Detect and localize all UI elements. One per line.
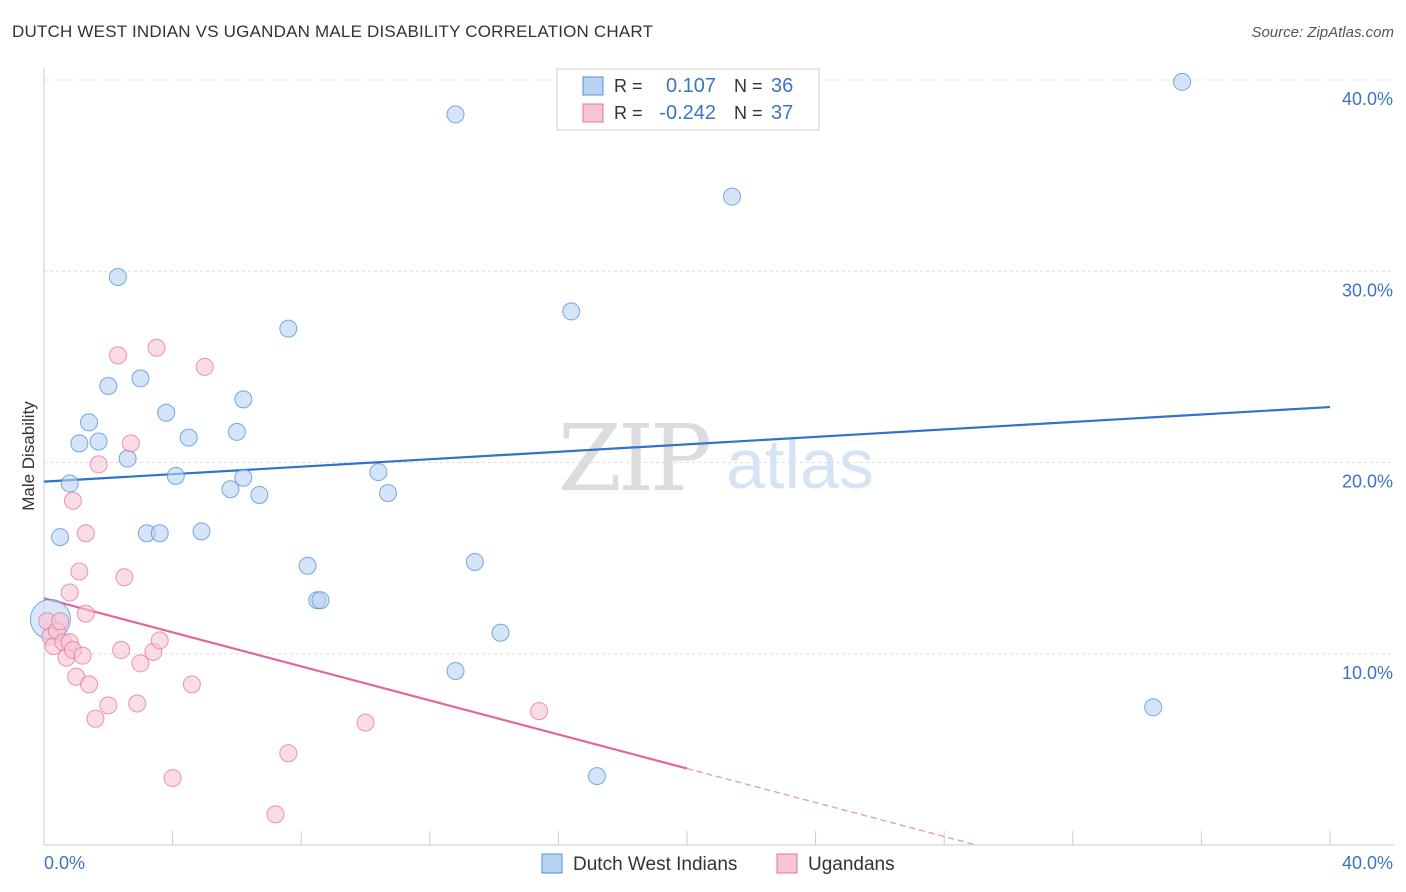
y-tick-label: 20.0% bbox=[1342, 472, 1393, 492]
data-point-ugandans bbox=[60, 583, 79, 602]
y-axis-label: Male Disability bbox=[19, 401, 38, 511]
data-point-dutch bbox=[234, 468, 253, 487]
legend-swatch-ugandans bbox=[582, 103, 604, 123]
data-point-ugandans bbox=[51, 612, 70, 631]
data-point-dutch bbox=[311, 591, 330, 610]
grid-layer bbox=[44, 79, 1394, 655]
chart-title: DUTCH WEST INDIAN VS UGANDAN MALE DISABI… bbox=[12, 22, 654, 41]
data-point-dutch bbox=[221, 480, 240, 499]
data-point-dutch bbox=[192, 522, 211, 541]
data-point-dutch bbox=[51, 528, 70, 547]
legend-n-value-dutch: 36 bbox=[771, 75, 793, 97]
bottom-legend-label-ugandans: Ugandans bbox=[808, 854, 895, 875]
data-point-ugandans bbox=[86, 709, 105, 728]
data-point-dutch bbox=[227, 422, 246, 441]
data-point-ugandans bbox=[147, 338, 166, 357]
data-point-ugandans bbox=[530, 702, 549, 721]
points-layer bbox=[29, 72, 1192, 824]
trend-line-dutch bbox=[43, 405, 1331, 483]
data-point-dutch bbox=[562, 302, 581, 321]
data-point-dutch bbox=[1144, 698, 1163, 717]
data-point-ugandans bbox=[112, 640, 131, 659]
data-point-ugandans bbox=[121, 434, 140, 453]
legend-n-label-dutch: N = bbox=[734, 76, 763, 96]
data-point-ugandans bbox=[266, 805, 285, 824]
data-point-dutch bbox=[150, 524, 169, 543]
data-point-ugandans bbox=[76, 604, 95, 623]
data-point-ugandans bbox=[89, 455, 108, 474]
y-tick-label: 30.0% bbox=[1342, 280, 1393, 300]
data-point-dutch bbox=[379, 484, 398, 503]
legend-r-value-ugandans: -0.242 bbox=[659, 102, 716, 124]
data-point-ugandans bbox=[195, 357, 214, 376]
bottom-legend-label-dutch: Dutch West Indians bbox=[573, 854, 737, 875]
x-tick-label: 0.0% bbox=[44, 853, 85, 873]
data-point-dutch bbox=[70, 434, 89, 453]
y-tick-label: 10.0% bbox=[1342, 663, 1393, 683]
data-point-ugandans bbox=[80, 675, 99, 694]
data-point-dutch bbox=[157, 403, 176, 422]
data-point-dutch bbox=[99, 377, 118, 395]
trend-layer bbox=[43, 405, 1331, 846]
data-point-ugandans bbox=[279, 744, 298, 763]
data-point-dutch bbox=[446, 661, 465, 680]
bottom-legend-swatch-dutch bbox=[541, 853, 563, 874]
watermark-zip: ZIP bbox=[558, 405, 709, 512]
data-point-dutch bbox=[723, 187, 742, 206]
data-point-dutch bbox=[60, 474, 79, 493]
legend-top: R = 0.107 N = 36 R = -0.242 N = 37 bbox=[556, 68, 820, 131]
axes-layer: 10.0% 20.0% 30.0% 40.0% 0.0% 40.0% bbox=[43, 68, 1394, 873]
data-point-dutch bbox=[446, 105, 465, 124]
chart-source: Source: ZipAtlas.com bbox=[1251, 24, 1394, 41]
data-point-ugandans bbox=[108, 346, 127, 365]
data-point-ugandans bbox=[131, 654, 150, 673]
data-point-ugandans bbox=[63, 491, 82, 510]
data-point-dutch bbox=[108, 267, 127, 286]
watermark: ZIP atlas bbox=[558, 405, 874, 512]
legend-r-value-dutch: 0.107 bbox=[666, 75, 716, 97]
trend-line-ugandans bbox=[43, 597, 688, 770]
data-point-ugandans bbox=[115, 568, 134, 587]
data-point-dutch bbox=[250, 486, 269, 505]
legend-r-label-ugandans: R = bbox=[614, 103, 643, 123]
legend-n-value-ugandans: 37 bbox=[771, 102, 793, 124]
data-point-ugandans bbox=[182, 675, 201, 694]
data-point-dutch bbox=[369, 463, 388, 482]
data-point-dutch bbox=[234, 390, 253, 409]
data-point-ugandans bbox=[163, 769, 182, 788]
y-tick-label: 40.0% bbox=[1342, 89, 1393, 109]
data-point-ugandans bbox=[356, 713, 375, 732]
data-point-ugandans bbox=[99, 696, 118, 715]
legend-n-label-ugandans: N = bbox=[734, 103, 763, 123]
data-point-dutch bbox=[587, 767, 606, 786]
data-point-dutch bbox=[279, 319, 298, 338]
data-point-ugandans bbox=[73, 646, 92, 665]
data-point-dutch bbox=[80, 413, 99, 432]
legend-bottom: Dutch West Indians Ugandans bbox=[541, 853, 895, 875]
data-point-ugandans bbox=[150, 631, 169, 650]
data-point-dutch bbox=[179, 428, 198, 447]
data-point-ugandans bbox=[128, 694, 147, 713]
data-point-dutch bbox=[491, 623, 510, 642]
data-point-dutch bbox=[1173, 72, 1192, 91]
data-point-dutch bbox=[131, 369, 150, 388]
data-point-dutch bbox=[298, 556, 317, 575]
legend-swatch-dutch bbox=[582, 76, 604, 96]
bottom-legend-swatch-ugandans bbox=[776, 853, 798, 874]
data-point-dutch bbox=[465, 552, 484, 571]
data-point-dutch bbox=[89, 432, 108, 451]
data-point-dutch bbox=[166, 466, 185, 485]
data-point-ugandans bbox=[76, 524, 95, 543]
data-point-dutch bbox=[118, 449, 137, 468]
trend-line-ugandans-extension bbox=[686, 767, 977, 846]
x-tick-label: 40.0% bbox=[1342, 853, 1393, 873]
data-point-ugandans bbox=[70, 562, 89, 581]
legend-r-label-dutch: R = bbox=[614, 76, 643, 96]
